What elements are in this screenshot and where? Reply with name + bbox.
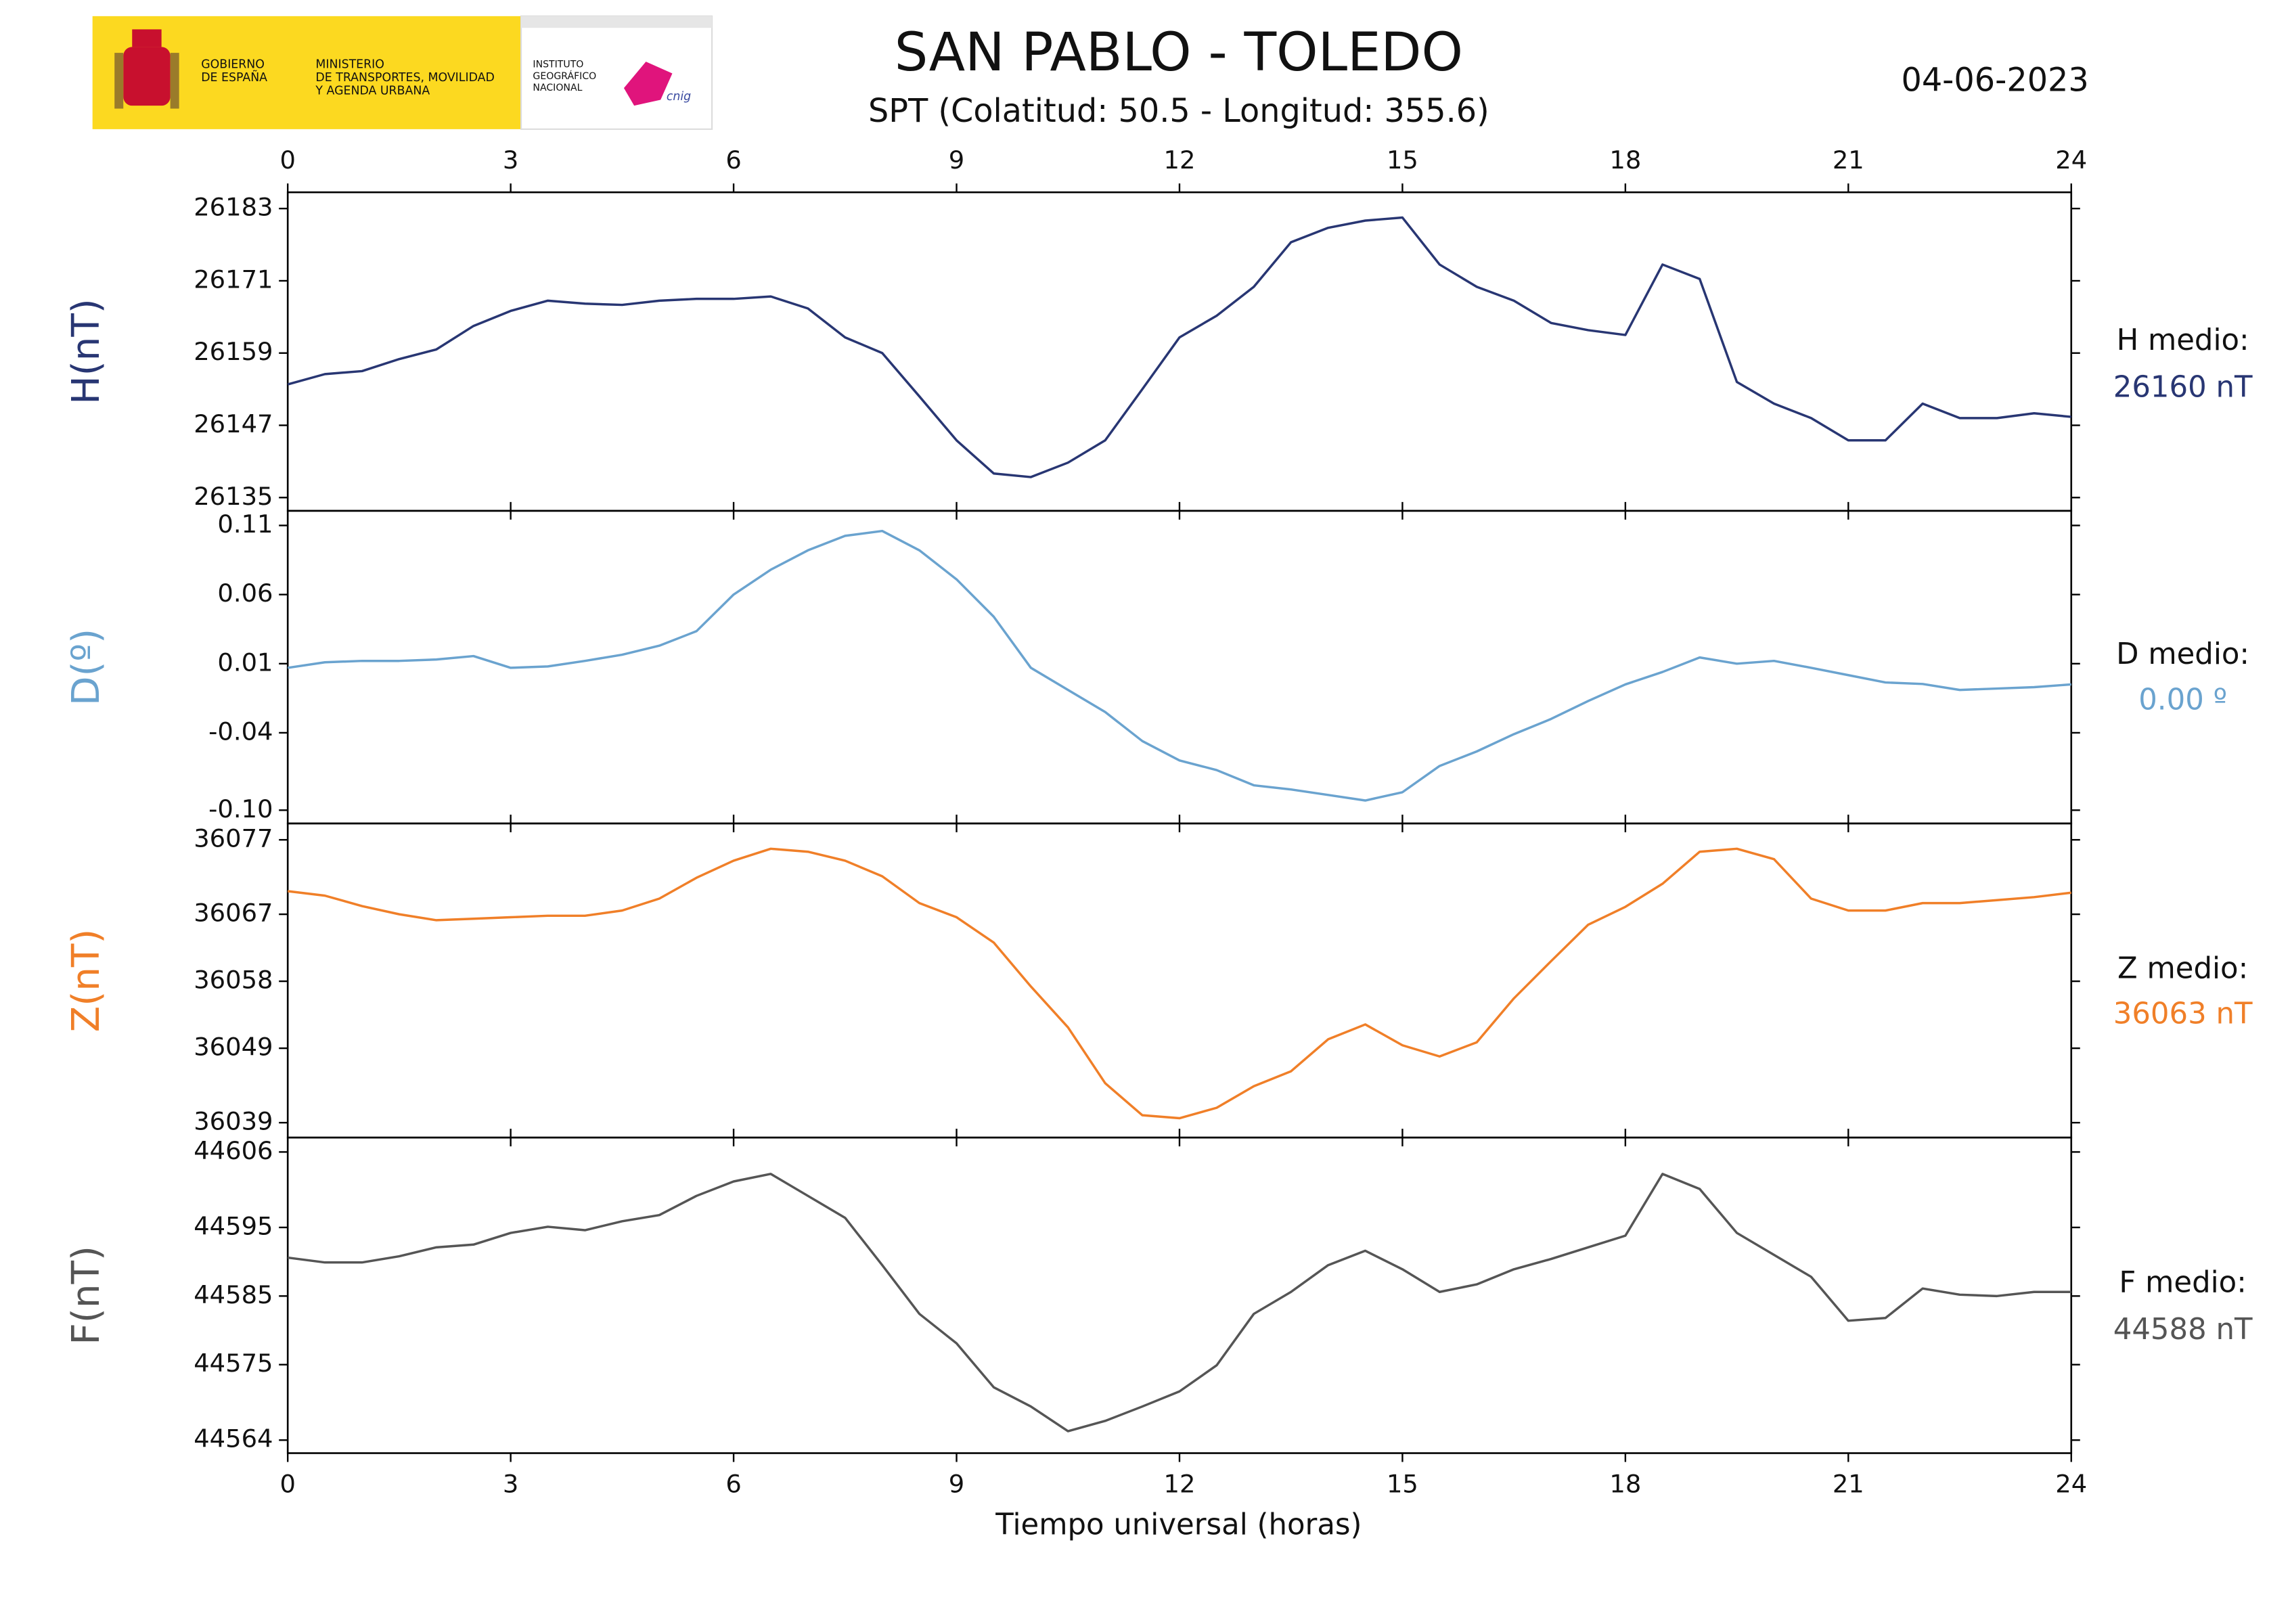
- data-line: [287, 847, 2071, 1120]
- ign-mark: [623, 62, 673, 106]
- y-tick-label: 36067: [194, 899, 273, 928]
- data-line: [287, 1173, 2071, 1433]
- x-tick-label-top: 21: [1833, 145, 1864, 175]
- x-tick-label: 15: [1387, 1470, 1418, 1499]
- x-tick-label: 21: [1833, 1470, 1864, 1499]
- annotation-value: 26160 nT: [2113, 370, 2253, 404]
- y-axis-label: Z(nT): [64, 929, 108, 1033]
- logo-text: MINISTERIO DE TRANSPORTES, MOVILIDAD Y AGE…: [315, 58, 494, 97]
- logo-text: INSTITUTO GEOGRÁFICO NACIONAL: [533, 59, 596, 93]
- y-tick-label: 36058: [194, 966, 273, 995]
- x-tick-label-top: 15: [1387, 145, 1418, 175]
- y-tick-label: 26171: [194, 265, 273, 294]
- cnig-text: cnig: [667, 90, 691, 104]
- x-tick-label: 12: [1164, 1470, 1196, 1499]
- y-axis-label: H(nT): [64, 298, 108, 405]
- data-line: [287, 216, 2071, 478]
- x-tick-label: 3: [503, 1470, 518, 1499]
- x-tick-label-top: 6: [725, 145, 741, 175]
- y-tick-label: 26135: [194, 482, 273, 511]
- title: SAN PABLO - TOLEDO: [895, 22, 1463, 83]
- crest-pillar: [114, 53, 124, 109]
- y-tick-label: 44585: [194, 1280, 273, 1309]
- x-tick-label-top: 9: [949, 145, 964, 175]
- data-line: [287, 529, 2071, 802]
- date: 04-06-2023: [1901, 62, 2088, 99]
- x-tick-label: 9: [949, 1470, 964, 1499]
- crest-crown: [132, 29, 162, 47]
- crest: [123, 47, 171, 106]
- y-tick-label: 36039: [194, 1107, 273, 1136]
- x-tick-label: 18: [1609, 1470, 1641, 1499]
- y-tick-label: 0.06: [217, 579, 273, 608]
- y-tick-label: 0.01: [217, 648, 273, 677]
- x-tick-label-top: 18: [1609, 145, 1641, 175]
- y-tick-label: 26159: [194, 337, 273, 366]
- y-tick-label: 44564: [194, 1424, 273, 1453]
- y-tick-label: 44606: [194, 1136, 273, 1165]
- annotation-label: D medio:: [2116, 637, 2249, 671]
- annotation-value: 36063 nT: [2113, 997, 2253, 1031]
- logo: GOBIERNO DE ESPAÑA MINISTERIO DE TRANSPORT…: [92, 15, 713, 130]
- annotation-label: Z medio:: [2117, 951, 2248, 985]
- annotation-label: F medio:: [2119, 1266, 2246, 1300]
- y-tick-label: 36049: [194, 1033, 273, 1062]
- x-tick-label: 24: [2055, 1470, 2087, 1499]
- annotation-value: 0.00 º: [2138, 683, 2227, 717]
- x-tick-label-top: 0: [279, 145, 295, 175]
- annotation-label: H medio:: [2117, 323, 2249, 357]
- y-axis-label: F(nT): [64, 1246, 108, 1345]
- logo-band: [521, 16, 713, 28]
- logo-white: [520, 15, 713, 130]
- y-tick-label: -0.04: [208, 717, 273, 746]
- y-tick-label: 26147: [194, 409, 273, 438]
- x-axis-label: Tiempo universal (horas): [995, 1508, 1362, 1541]
- x-tick-label: 0: [279, 1470, 295, 1499]
- x-tick-label-top: 24: [2055, 145, 2087, 175]
- y-tick-label: -0.10: [208, 794, 273, 824]
- logo-text: GOBIERNO DE ESPAÑA: [201, 58, 267, 85]
- y-tick-label: 36077: [194, 824, 273, 853]
- crest-pillar: [170, 53, 179, 109]
- y-tick-label: 0.11: [217, 510, 273, 539]
- annotation-value: 44588 nT: [2113, 1313, 2253, 1347]
- subtitle: SPT (Colatitud: 50.5 - Longitud: 355.6): [868, 93, 1489, 130]
- y-tick-label: 44595: [194, 1211, 273, 1240]
- x-tick-label-top: 3: [503, 145, 518, 175]
- y-axis-label: D(º): [64, 629, 108, 706]
- y-tick-label: 44575: [194, 1349, 273, 1378]
- x-tick-label: 6: [725, 1470, 741, 1499]
- x-tick-label-top: 12: [1164, 145, 1196, 175]
- y-tick-label: 26183: [194, 193, 273, 222]
